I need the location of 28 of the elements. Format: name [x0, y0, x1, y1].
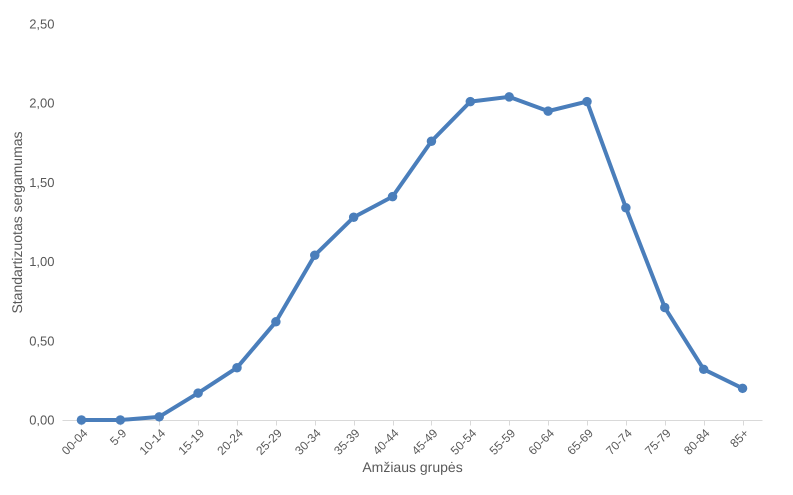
- y-tick-label: 0,50: [29, 333, 54, 348]
- point: [543, 106, 553, 116]
- point: [738, 384, 748, 394]
- point: [116, 415, 126, 425]
- y-tick-label: 2,50: [29, 16, 54, 32]
- point: [193, 388, 203, 398]
- point: [426, 136, 436, 146]
- x-tick-label: 5-9: [107, 426, 130, 448]
- y-axis-title: Standartizuotas sergamumas: [9, 131, 26, 314]
- point: [698, 364, 708, 374]
- point: [310, 250, 320, 260]
- point: [154, 412, 164, 422]
- point: [660, 302, 670, 312]
- point: [621, 203, 631, 212]
- x-axis-title: Amžiaus grupės: [362, 458, 463, 475]
- x-tick-label: 85+: [727, 426, 752, 450]
- point: [76, 415, 86, 425]
- point: [466, 96, 476, 106]
- y-tick-label: 0,00: [29, 412, 54, 428]
- point: [504, 92, 514, 102]
- y-tick-label: 1,00: [29, 254, 54, 270]
- point: [271, 317, 281, 327]
- point: [348, 212, 358, 222]
- y-tick-label: 2,00: [29, 96, 54, 111]
- point: [582, 96, 592, 106]
- y-tick-label: 1,50: [29, 174, 54, 190]
- point: [388, 192, 398, 202]
- point: [232, 362, 242, 372]
